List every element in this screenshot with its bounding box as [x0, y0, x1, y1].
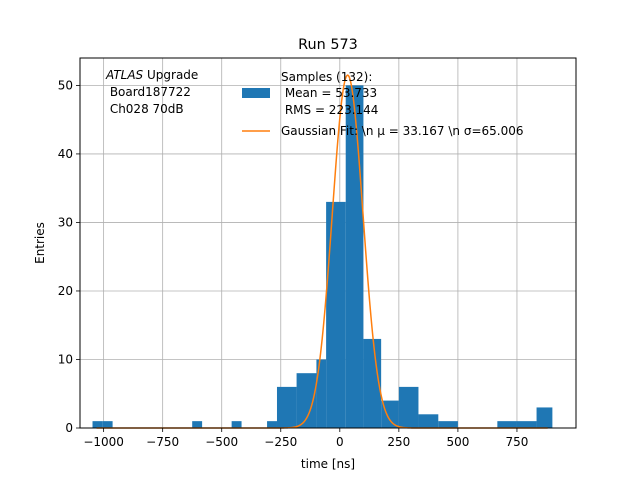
x-tick-label: −500 — [205, 435, 238, 449]
histogram-bar — [398, 386, 419, 428]
x-tick-label: −1000 — [83, 435, 124, 449]
histogram-bar — [102, 421, 113, 428]
x-tick-label: 250 — [387, 435, 410, 449]
annotation-line-1: ATLAS Upgrade — [105, 68, 198, 82]
x-axis-ticks: −1000 −750 −500 −250 0 250 500 750 — [83, 428, 528, 449]
histogram-bar — [497, 421, 517, 428]
histogram-bar — [516, 421, 537, 428]
legend-hist-line-3: RMS = 223.144 — [281, 103, 378, 117]
atlas-annotation: ATLAS Upgrade Board187722 Ch028 70dB — [105, 68, 198, 116]
histogram-bar — [316, 359, 327, 428]
y-tick-label: 50 — [58, 78, 73, 92]
y-tick-label: 10 — [58, 352, 73, 366]
y-tick-label: 20 — [58, 284, 73, 298]
histogram-bars — [92, 85, 553, 428]
chart-title: Run 573 — [298, 37, 358, 53]
x-tick-label: −250 — [264, 435, 297, 449]
plot-frame — [79, 57, 577, 429]
y-tick-label: 30 — [58, 215, 73, 229]
y-tick-label: 40 — [58, 147, 73, 161]
histogram-bar — [276, 386, 297, 428]
y-axis-label: Entries — [33, 222, 47, 264]
histogram-bar — [192, 421, 203, 428]
histogram-bar — [326, 201, 346, 428]
y-tick-label: 0 — [65, 421, 73, 435]
annotation-upgrade: Upgrade — [143, 68, 198, 82]
histogram-bar — [363, 338, 382, 428]
x-tick-label: −750 — [146, 435, 179, 449]
histogram-bar — [381, 400, 399, 428]
annotation-board: Board187722 — [106, 85, 191, 99]
histogram-bar — [231, 421, 242, 428]
x-tick-label: 0 — [336, 435, 344, 449]
x-tick-label: 750 — [505, 435, 528, 449]
histogram-bar — [438, 421, 458, 428]
histogram-bar — [267, 421, 277, 428]
histogram-bar — [345, 85, 364, 428]
legend-hist-line-2: Mean = 53.733 — [281, 86, 377, 100]
x-axis-label: time [ns] — [301, 457, 355, 471]
annotation-atlas: ATLAS — [105, 68, 144, 82]
histogram-bar — [418, 414, 439, 428]
y-axis-ticks: 0 10 20 30 40 50 — [58, 78, 80, 435]
histogram-bar — [536, 407, 553, 428]
histogram-bar — [296, 373, 317, 428]
histogram-bar — [92, 421, 103, 428]
legend: Samples (132): Mean = 53.733 RMS = 223.1… — [242, 70, 524, 138]
legend-hist-swatch — [242, 88, 270, 98]
annotation-channel: Ch028 70dB — [106, 102, 184, 116]
legend-fit-label: Gaussian Fit: \n μ = 33.167 \n σ=65.006 — [281, 124, 524, 138]
legend-hist-line-1: Samples (132): — [281, 70, 372, 84]
x-tick-label: 500 — [446, 435, 469, 449]
